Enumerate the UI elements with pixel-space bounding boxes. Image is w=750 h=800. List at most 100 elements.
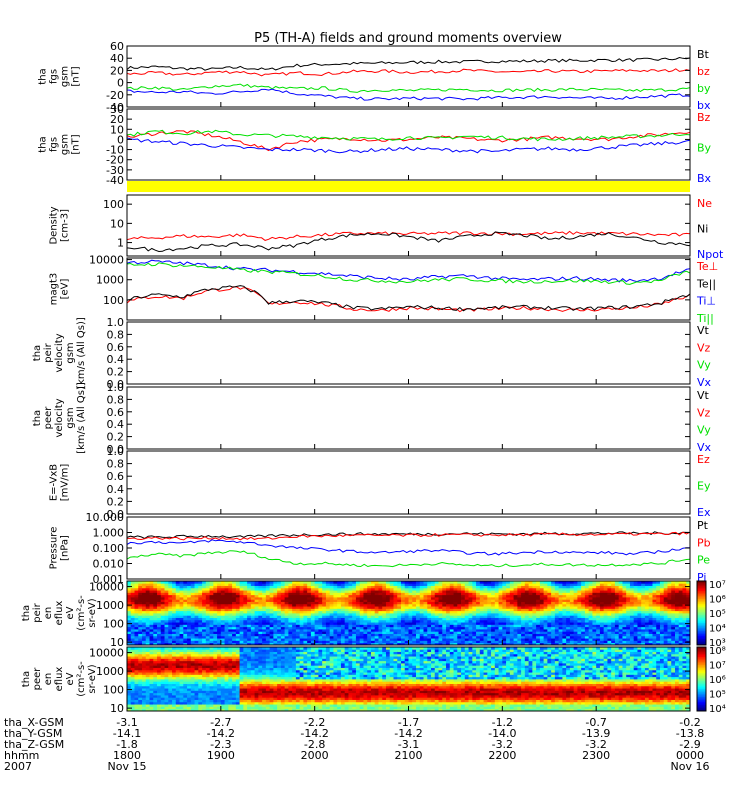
heatmap-cell — [352, 585, 357, 589]
heatmap-cell — [220, 626, 225, 630]
heatmap-cell — [172, 697, 177, 700]
heatmap-cell — [663, 619, 668, 623]
heatmap-cell — [168, 695, 173, 698]
heatmap-cell — [284, 622, 289, 625]
heatmap-cell — [524, 640, 529, 644]
heatmap-cell — [592, 624, 597, 628]
heatmap-cell — [400, 613, 406, 616]
heatmap-cell — [566, 629, 571, 632]
heatmap-cell — [262, 615, 267, 618]
heatmap-cell — [352, 603, 357, 607]
heatmap-cell — [213, 617, 218, 621]
heatmap-cell — [652, 585, 657, 589]
heatmap-cell — [314, 592, 319, 596]
heatmap-cell — [187, 649, 192, 652]
heatmap-cell — [599, 613, 605, 616]
heatmap-cell — [573, 583, 578, 586]
heatmap-cell — [179, 701, 184, 705]
heatmap-cell — [652, 581, 657, 584]
heatmap-cell — [284, 606, 289, 609]
heatmap-cell — [142, 597, 147, 600]
heatmap-cell — [506, 594, 511, 598]
heatmap-cell — [592, 592, 597, 596]
heatmap-cell — [273, 606, 278, 609]
heatmap-cell — [517, 640, 522, 644]
heatmap-cell — [397, 597, 402, 600]
heatmap-cell — [127, 667, 132, 671]
heatmap-cell — [449, 622, 454, 625]
heatmap-cell — [232, 601, 237, 605]
heatmap-cell — [344, 640, 349, 644]
heatmap-cell — [637, 594, 642, 598]
heatmap-cell — [543, 608, 548, 612]
heatmap-cell — [472, 599, 477, 602]
heatmap-cell — [502, 640, 507, 644]
y-tick-label: 0.001 — [93, 573, 125, 586]
y-tick-label: 40 — [110, 52, 124, 65]
heatmap-cell — [532, 615, 537, 618]
heatmap-cell — [393, 592, 398, 596]
heatmap-cell — [393, 581, 398, 584]
heatmap-cell — [483, 597, 488, 600]
heatmap-cell — [355, 608, 361, 612]
heatmap-cell — [626, 606, 631, 609]
heatmap-cell — [592, 585, 597, 589]
heatmap-cell — [288, 581, 293, 584]
series-line-Ni — [126, 231, 691, 253]
heatmap-cell — [434, 619, 439, 623]
heatmap-cell — [160, 633, 165, 637]
heatmap-cell — [558, 592, 563, 596]
heatmap-cell — [524, 626, 529, 630]
y-tick-label: 30 — [110, 103, 124, 116]
heatmap-cell — [483, 587, 488, 591]
heatmap-cell — [663, 610, 668, 614]
heatmap-cell — [491, 633, 496, 637]
heatmap-cell — [153, 653, 158, 657]
heatmap-cell — [164, 631, 169, 634]
heatmap-cell — [337, 594, 342, 598]
y-axis-label: eflux — [54, 601, 65, 626]
heatmap-cell — [194, 597, 199, 600]
heatmap-cell — [487, 613, 492, 616]
heatmap-cell — [408, 633, 413, 637]
heatmap-cell — [160, 626, 165, 630]
heatmap-cell — [599, 597, 605, 600]
heatmap-cell — [134, 663, 139, 666]
heatmap-cell — [374, 631, 379, 634]
heatmap-cell — [130, 649, 135, 652]
heatmap-cell — [397, 603, 402, 607]
heatmap-cell — [138, 587, 143, 591]
heatmap-cell — [344, 590, 349, 593]
heatmap-cell — [656, 622, 661, 625]
heatmap-cell — [566, 587, 571, 591]
heatmap-cell — [235, 585, 240, 589]
heatmap-cell — [164, 681, 169, 684]
heatmap-cell — [494, 603, 499, 607]
heatmap-cell — [179, 704, 184, 707]
heatmap-cell — [483, 619, 488, 623]
heatmap-cell — [280, 635, 286, 639]
heatmap-cell — [659, 624, 665, 628]
heatmap-cell — [187, 704, 192, 707]
heatmap-cell — [254, 631, 259, 634]
heatmap-cell — [142, 631, 147, 634]
heatmap-cell — [258, 622, 263, 625]
heatmap-cell — [641, 606, 646, 609]
heatmap-cell — [382, 631, 387, 634]
heatmap-cell — [427, 601, 432, 605]
heatmap-cell — [175, 626, 180, 630]
heatmap-cell — [243, 583, 248, 586]
heatmap-cell — [205, 606, 210, 609]
heatmap-cell — [209, 615, 214, 618]
heatmap-cell — [235, 601, 240, 605]
heatmap-cell — [449, 617, 454, 621]
heatmap-cell — [374, 642, 379, 646]
heatmap-cell — [400, 594, 406, 598]
heatmap-cell — [641, 631, 646, 634]
heatmap-cell — [648, 640, 653, 644]
heatmap-cell — [442, 581, 447, 584]
heatmap-cell — [509, 638, 514, 641]
heatmap-cell — [224, 622, 229, 625]
heatmap-cell — [588, 640, 593, 644]
heatmap-cell — [183, 667, 188, 671]
